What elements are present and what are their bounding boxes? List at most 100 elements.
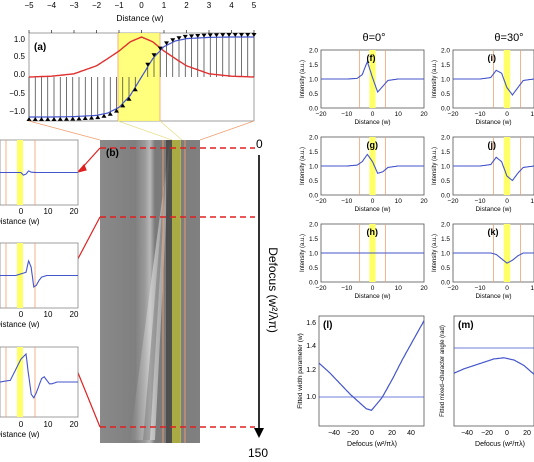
- panel-k-xlabel: Distance (w): [475, 293, 511, 300]
- panel-a-letter: (a): [34, 42, 46, 53]
- panel-g-xtick: −20: [315, 198, 326, 205]
- panel-f-curve: [321, 59, 424, 94]
- left-stack: 0 10 20 Distance (w) 0 10 20 Distance (w…: [0, 139, 79, 439]
- left-panel-2-xlabel: Distance (w): [0, 320, 40, 329]
- panel-f-xtick: 10: [395, 111, 403, 118]
- panel-a-yellow-band: [118, 33, 160, 121]
- panel-i-xtick: 0: [505, 111, 509, 118]
- panel-m-xtick-2: −20: [481, 430, 493, 437]
- left-panel-2-xtick-10: 10: [44, 310, 53, 319]
- panel-g-ytick: 0.0: [309, 193, 318, 200]
- panel-a-hatching: [28, 37, 255, 117]
- panel-j-xtick: 10: [530, 198, 534, 205]
- panel-a-arrowhead: [151, 53, 157, 58]
- panel-j-ytick: 2.0: [441, 135, 450, 142]
- left-panel-3-xtick-20: 20: [70, 420, 79, 429]
- panel-k-ytick: 2.0: [441, 222, 450, 229]
- panel-b-yellow-column: [172, 140, 181, 443]
- panel-a-ytick-5: −1.0: [9, 107, 25, 116]
- panel-i: (i) 2.0 1.5 1.0 0.5 0.0−20 −10 0 10 Distance (w) I…: [432, 48, 534, 126]
- panel-i-ytick: 0.5: [441, 91, 450, 98]
- panel-j-curve: [453, 156, 534, 182]
- panel-l-frame: [318, 315, 425, 427]
- panel-g-xtick: 0: [371, 198, 375, 205]
- panel-m: (m) −40 −20 0 20 Defocus (w²/πλ) Fitted …: [440, 315, 534, 448]
- panel-l-ytick-1: 1.6: [306, 320, 316, 327]
- panel-a-arrowhead: [214, 33, 219, 38]
- left-panel-1-xtick-20: 20: [70, 207, 79, 216]
- left-panel-2: 0 10 20 Distance (w): [0, 242, 79, 329]
- panel-h-ytick: 0.0: [309, 280, 318, 287]
- panel-g-yellow-band: [369, 137, 376, 195]
- panel-m-ylabel: Fitted mixed–character angle (rad): [440, 325, 446, 417]
- panel-j-yellow-band: [503, 137, 511, 195]
- left-panel-3-xlabel: Distance (w): [0, 430, 40, 439]
- top-axis-tick-label: 0: [139, 1, 144, 10]
- left-panel-1-xlabel: Distance (w): [0, 217, 40, 226]
- panel-a-arrowhead: [232, 33, 238, 37]
- panel-l-ylabel: Fitted width parameter (w): [297, 333, 304, 409]
- left-panel-2-curve: [0, 259, 78, 288]
- panel-j-letter: (j): [488, 140, 497, 150]
- left-panel-3-curve: [0, 352, 78, 399]
- panel-b: (b) 0 150 Defocus (w²/λπ): [100, 137, 280, 460]
- panel-h-xlabel: Distance (w): [354, 293, 390, 300]
- panel-k-ylabel: Intensity (a.u.): [432, 234, 438, 272]
- panel-i-ytick: 2.0: [441, 48, 450, 55]
- panel-f-ytick: 1.5: [309, 62, 318, 69]
- panel-g-ytick: 2.0: [309, 135, 318, 142]
- panel-g-ytick: 0.5: [309, 178, 318, 185]
- panel-l-ytick-4: 1.0: [306, 394, 316, 401]
- panel-a-ytick-2: 0.5: [14, 52, 26, 61]
- panel-h-ytick: 1.5: [309, 236, 318, 243]
- panel-g-ylabel: Intensity (a.u.): [300, 147, 306, 185]
- panel-l-xtick-5: 40: [407, 430, 415, 437]
- panel-k-curve: [453, 252, 534, 264]
- panel-h: (h) 2.0 1.5 1.0 0.5 0.0−20 −10 0 10 20 Distance (w…: [300, 222, 428, 301]
- panel-k-xtick: 0: [505, 285, 509, 292]
- top-axis-tick-label: −5: [24, 1, 34, 10]
- panel-f-ytick: 0.5: [309, 91, 318, 98]
- panel-m-xlabel: Defocus (w²/πλ): [475, 441, 525, 448]
- panel-a-arrowhead: [26, 117, 32, 121]
- panel-j-xtick: −20: [447, 198, 458, 205]
- panel-h-xtick: 10: [395, 285, 403, 292]
- panel-j-xtick: 0: [505, 198, 509, 205]
- panel-h-xtick: 0: [371, 285, 375, 292]
- panel-m-frame: [453, 315, 534, 427]
- panel-a-arrows: [26, 33, 257, 121]
- panel-g-curve: [321, 153, 424, 174]
- panel-a-arrowhead: [107, 111, 113, 116]
- panel-a-arrowhead: [82, 116, 88, 120]
- panel-m-xtick-4: 20: [523, 430, 531, 437]
- panel-l-ytick-2: 1.4: [306, 343, 316, 350]
- panel-a-arrowhead: [220, 33, 226, 38]
- panel-b-top-value: 0: [256, 137, 263, 151]
- panel-g-xtick: 20: [420, 198, 428, 205]
- panel-a-arrowhead: [39, 117, 44, 121]
- panel-a-arrowhead: [157, 46, 163, 51]
- panel-a-arrowhead: [114, 108, 119, 113]
- panel-i-ylabel: Intensity (a.u.): [432, 60, 438, 98]
- panel-a-arrowhead: [239, 33, 244, 37]
- panel-a: (a) 1.0 0.5 0.0 −0.5 −1.0 Distance (w) −…: [9, 1, 257, 122]
- panel-i-ytick: 1.0: [441, 77, 450, 84]
- panel-h-xtick: 20: [420, 285, 428, 292]
- panel-f-xtick: 20: [420, 111, 428, 118]
- panel-f-ylabel: Intensity (a.u.): [300, 60, 306, 98]
- panel-a-arrowhead: [89, 115, 94, 120]
- panel-a-arrowhead: [189, 34, 194, 39]
- panel-l-ytick-3: 1.2: [306, 367, 316, 374]
- top-axis-tick-label: −3: [69, 1, 79, 10]
- panel-a-arrowhead: [64, 116, 69, 121]
- header-theta0: θ=0°: [362, 32, 385, 44]
- panel-k-ytick: 1.0: [441, 251, 450, 258]
- panel-k-xtick: 10: [530, 285, 534, 292]
- left-panel-1: 0 10 20 Distance (w): [0, 139, 79, 226]
- panel-l-xtick-2: −20: [347, 430, 359, 437]
- panel-j-xlabel: Distance (w): [475, 206, 511, 213]
- panel-m-curve: [453, 357, 534, 375]
- panel-h-letter: (h): [367, 227, 379, 237]
